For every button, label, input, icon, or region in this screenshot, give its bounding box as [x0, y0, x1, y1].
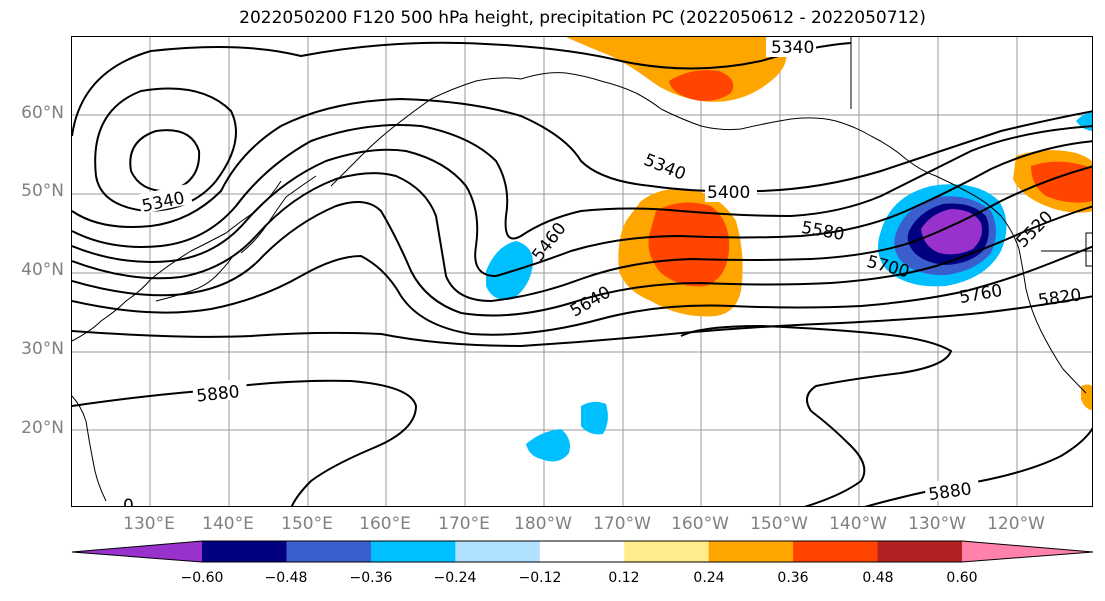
- lat-label-60n: 60°N: [21, 103, 64, 123]
- lat-label-40n: 40°N: [21, 260, 64, 280]
- colorbar-cell: [624, 541, 710, 562]
- colorbar-tick-012: 0.12: [608, 570, 640, 586]
- lon-label-150e: 150°E: [281, 514, 333, 534]
- lat-label-30n: 30°N: [21, 339, 64, 359]
- lon-label-120w: 120°W: [987, 514, 1045, 534]
- colorbar-tick-024: 0.24: [693, 570, 725, 586]
- height-contours: [72, 41, 1092, 506]
- colorbar-tick-minus-036: −0.36: [349, 570, 393, 586]
- colorbar-cell: [286, 541, 372, 562]
- precip-negative-shading: [486, 112, 1092, 462]
- colorbar-tick-minus-048: −0.48: [264, 570, 308, 586]
- lon-label-160e: 160°E: [359, 514, 411, 534]
- lon-label-130e: 130°E: [123, 514, 175, 534]
- lon-label-140w: 140°W: [829, 514, 887, 534]
- colorbar-tick-036: 0.36: [777, 570, 809, 586]
- colorbar-cell: [370, 541, 456, 562]
- lon-label-130w: 130°W: [908, 514, 966, 534]
- colorbar: [71, 540, 1094, 563]
- lon-label-170w: 170°W: [593, 514, 651, 534]
- colorbar-cell: [877, 541, 963, 562]
- lat-label-20n: 20°N: [21, 418, 64, 438]
- colorbar-cell: [539, 541, 625, 562]
- map-canvas: 5340 5340 5340 5400 5460 5520 5580 5640 …: [72, 37, 1092, 507]
- lon-label-160w: 160°W: [671, 514, 729, 534]
- lon-label-140e: 140°E: [202, 514, 254, 534]
- lon-label-170e: 170°E: [438, 514, 490, 534]
- contour-label-partial: 0: [123, 496, 134, 507]
- colorbar-extend-low: [72, 541, 202, 562]
- colorbar-cell: [455, 541, 541, 562]
- contour-label-5400: 5400: [707, 183, 750, 203]
- lat-label-50n: 50°N: [21, 181, 64, 201]
- colorbar-extend-high: [962, 541, 1093, 562]
- contour-label-5880-west: 5880: [195, 382, 240, 406]
- lon-label-150w: 150°W: [750, 514, 808, 534]
- colorbar-tick-048: 0.48: [862, 570, 894, 586]
- colorbar-cell: [708, 541, 794, 562]
- colorbar-tick-minus-060: −0.60: [180, 570, 224, 586]
- map-panel: 5340 5340 5340 5400 5460 5520 5580 5640 …: [71, 36, 1093, 507]
- colorbar-tick-minus-024: −0.24: [433, 570, 477, 586]
- colorbar-tick-minus-012: −0.12: [518, 570, 562, 586]
- colorbar-tick-060: 0.60: [946, 570, 978, 586]
- colorbar-cell: [202, 541, 287, 562]
- map-title: 2022050200 F120 500 hPa height, precipit…: [239, 8, 926, 28]
- colorbar-cell: [793, 541, 879, 562]
- lon-label-180w: 180°W: [514, 514, 572, 534]
- contour-label-5340-north: 5340: [771, 38, 814, 58]
